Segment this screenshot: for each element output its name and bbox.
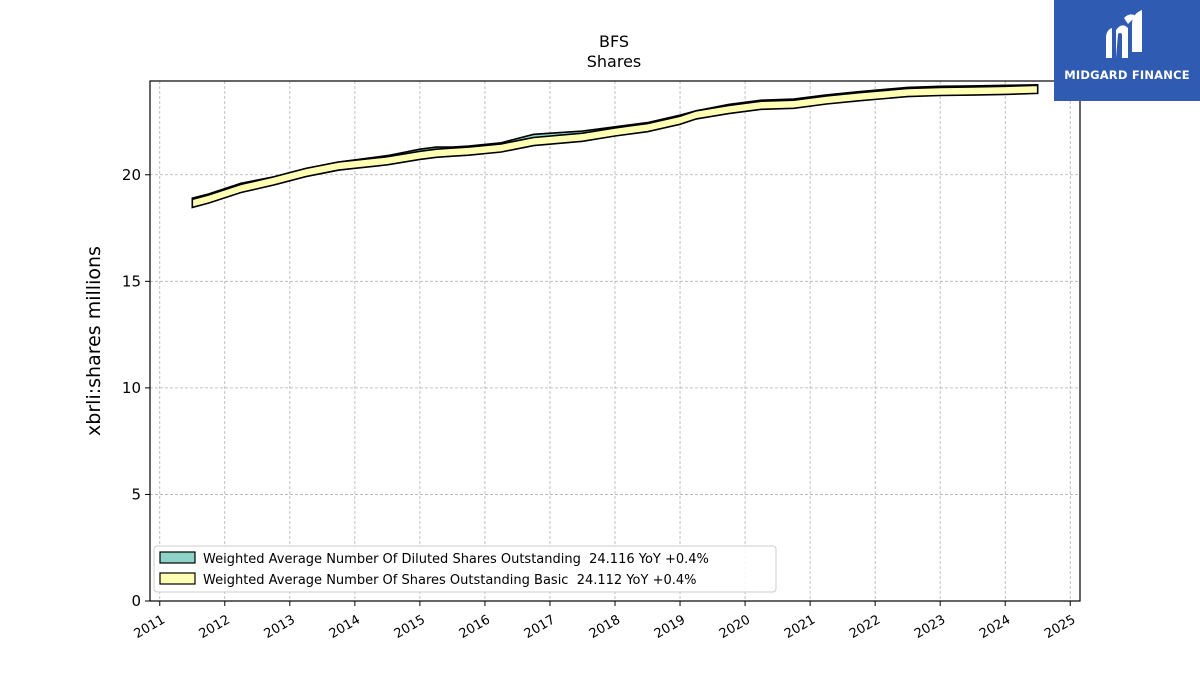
midgard-finance-logo: MIDGARD FINANCE [1054,0,1200,101]
legend-label-basic: Weighted Average Number Of Shares Outsta… [203,573,697,588]
x-tick-label: 2018 [587,612,623,642]
series-layer [191,83,1039,209]
y-tick-label: 10 [122,379,141,397]
x-tick-label: 2014 [327,612,363,642]
chart-title: BFS [599,32,629,51]
x-tick-label: 2019 [652,612,688,642]
legend-swatch-basic [159,572,196,585]
y-tick-label: 20 [122,166,141,184]
series-basic-band [191,84,1039,209]
y-tick-label: 15 [122,272,141,290]
legend: Weighted Average Number Of Diluted Share… [153,545,777,593]
x-tick-label: 2022 [847,612,883,642]
x-tick-label: 2015 [392,612,428,642]
x-tick-label: 2011 [132,612,168,642]
x-tick-label: 2025 [1042,612,1078,642]
x-tick-label: 2020 [717,612,753,642]
y-tick-label: 0 [131,592,141,610]
x-tick-label: 2016 [457,612,493,642]
logo-text: MIDGARD FINANCE [1064,68,1190,82]
x-tick-label: 2024 [977,612,1013,642]
logo-mark-icon [1106,10,1142,58]
x-tick-label: 2021 [782,612,818,642]
y-tick-label: 5 [131,485,141,503]
y-axis-label: xbrli:shares millions [83,246,105,436]
chart-subtitle: Shares [587,52,642,71]
legend-label-diluted: Weighted Average Number Of Diluted Share… [203,552,709,567]
grid [150,81,1080,602]
x-tick-label: 2017 [522,612,558,642]
legend-box [153,545,777,593]
x-tick-label: 2013 [262,612,298,642]
x-tick-label: 2023 [912,612,948,642]
legend-swatch-diluted [159,551,196,564]
x-tick-label: 2012 [197,612,233,642]
